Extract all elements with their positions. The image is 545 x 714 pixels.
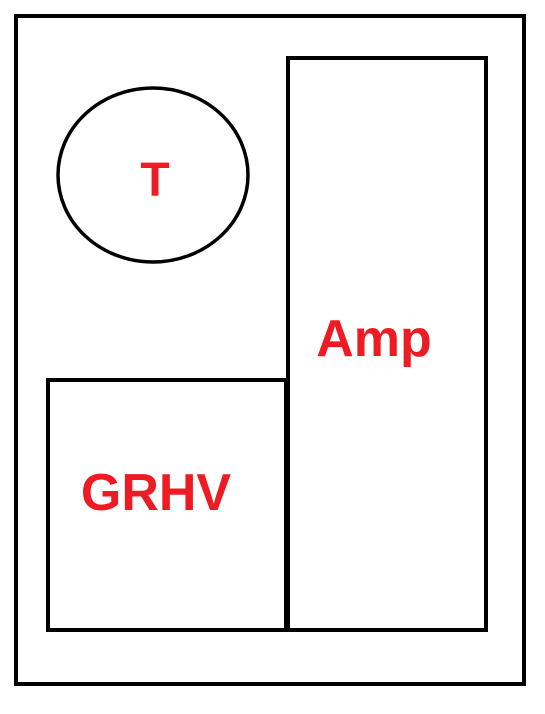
outer-enclosure [14, 14, 526, 686]
lower-box-component [46, 378, 288, 632]
lower-box-component-label: GRHV [81, 464, 232, 522]
tall-box-component [286, 56, 488, 632]
tall-box-component-label: Amp [316, 310, 432, 368]
circle-component-label: T [140, 154, 169, 207]
circle-component [56, 86, 250, 264]
